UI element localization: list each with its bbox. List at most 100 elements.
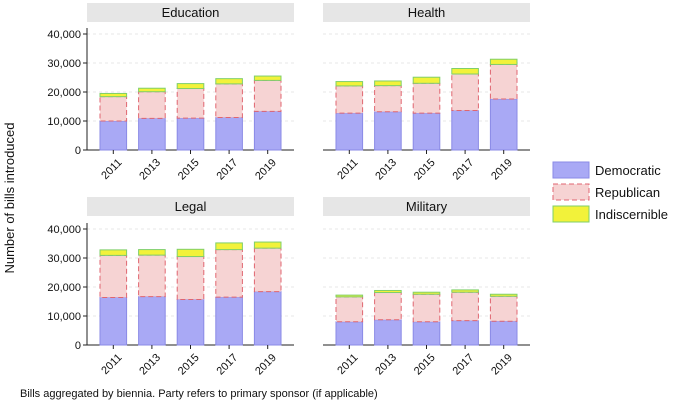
panel-title: Health <box>408 5 446 20</box>
x-tick-label: 2015 <box>176 157 202 183</box>
bar-republican-2013 <box>138 91 166 119</box>
bar-indiscernible-2017 <box>451 68 479 75</box>
bar-democratic-2019 <box>489 320 518 346</box>
bar-democratic-2019 <box>489 98 518 151</box>
y-tick-label: 30,000 <box>47 58 81 70</box>
bar-republican-2013 <box>374 85 402 113</box>
bar-democratic-2013 <box>374 111 402 151</box>
x-tick-label: 2011 <box>335 157 360 182</box>
bar-indiscernible-2011 <box>99 249 128 256</box>
x-tick-label: 2011 <box>99 352 124 377</box>
bar-democratic-2017 <box>215 117 243 151</box>
bar-republican-2017 <box>215 249 243 298</box>
bar-democratic-2017 <box>215 296 243 346</box>
y-tick-label: 10,000 <box>47 311 81 323</box>
y-tick-label: 20,000 <box>47 87 81 99</box>
x-tick-label: 2019 <box>253 352 279 378</box>
panel-strip <box>87 3 294 22</box>
bar-republican-2011 <box>335 296 364 323</box>
x-tick-label: 2017 <box>215 157 241 183</box>
bar-republican-2011 <box>99 254 128 298</box>
bar-democratic-2017 <box>451 320 479 346</box>
bar-republican-2015 <box>176 256 205 300</box>
x-tick-label: 2017 <box>451 352 477 378</box>
panel-title: Legal <box>175 199 207 214</box>
x-tick-label: 2015 <box>176 352 202 378</box>
bar-indiscernible-2011 <box>99 92 128 98</box>
bar-democratic-2011 <box>99 296 128 346</box>
bar-republican-2011 <box>335 85 364 114</box>
panel-strip <box>87 197 294 216</box>
y-axis-label: Number of bills introduced <box>2 122 17 273</box>
x-tick-label: 2019 <box>489 157 515 183</box>
bar-indiscernible-2017 <box>215 242 243 251</box>
legend-item-indiscernible: Indiscernible <box>552 205 668 223</box>
panel-strip <box>323 3 530 22</box>
bar-indiscernible-2013 <box>374 80 402 87</box>
bar-democratic-2019 <box>253 110 282 151</box>
y-tick-label: 0 <box>75 145 81 157</box>
legend-item-republican: Republican <box>552 183 660 201</box>
x-tick-label: 2017 <box>215 352 241 378</box>
panel-title: Military <box>406 199 448 214</box>
bar-indiscernible-2015 <box>412 291 441 295</box>
bar-republican-2017 <box>451 291 479 322</box>
bar-indiscernible-2015 <box>412 76 441 84</box>
x-tick-label: 2015 <box>412 352 438 378</box>
bar-democratic-2013 <box>138 117 166 151</box>
bar-republican-2015 <box>176 88 205 119</box>
legend-swatch <box>552 161 590 179</box>
panel-strip <box>323 197 530 216</box>
x-tick-label: 2017 <box>451 157 477 183</box>
bar-democratic-2011 <box>99 120 128 151</box>
panel-education: Education 0 10,000 20,000 30,000 40,000 2011 20… <box>47 3 294 183</box>
y-tick-label: 40,000 <box>47 29 81 41</box>
bar-indiscernible-2013 <box>138 249 166 256</box>
bar-republican-2019 <box>253 79 282 112</box>
bar-republican-2015 <box>412 293 441 323</box>
legend-swatch <box>552 183 590 201</box>
bar-democratic-2015 <box>176 298 205 346</box>
x-tick-label: 2011 <box>99 157 124 182</box>
bar-indiscernible-2017 <box>215 78 243 85</box>
bar-republican-2017 <box>215 83 243 119</box>
bar-republican-2013 <box>138 254 166 298</box>
x-tick-label: 2013 <box>373 352 399 378</box>
bar-indiscernible-2019 <box>489 293 518 297</box>
panel-health: Health 2011 2013 2015 2017 2019 <box>323 3 530 183</box>
bar-indiscernible-2015 <box>176 248 205 258</box>
x-tick-label: 2013 <box>137 352 163 378</box>
bar-democratic-2017 <box>451 110 479 151</box>
bar-indiscernible-2011 <box>335 294 364 298</box>
bar-democratic-2011 <box>335 321 364 346</box>
y-tick-label: 20,000 <box>47 282 81 294</box>
bar-democratic-2015 <box>412 112 441 151</box>
legend: Democratic Republican Indiscernible <box>552 161 668 223</box>
bar-democratic-2015 <box>176 117 205 151</box>
panels-group: Education 0 10,000 20,000 30,000 40,000 2011 20… <box>47 3 530 378</box>
bar-indiscernible-2015 <box>176 83 205 90</box>
bar-democratic-2011 <box>335 112 364 151</box>
bar-republican-2011 <box>99 96 128 122</box>
bar-indiscernible-2019 <box>489 58 518 65</box>
bar-republican-2019 <box>489 295 518 322</box>
bar-democratic-2015 <box>412 321 441 346</box>
legend-label: Republican <box>595 185 660 200</box>
bar-republican-2019 <box>489 63 518 100</box>
y-tick-label: 30,000 <box>47 253 81 265</box>
y-tick-label: 40,000 <box>47 224 81 236</box>
bar-indiscernible-2013 <box>138 87 166 93</box>
x-tick-label: 2019 <box>253 157 279 183</box>
bar-republican-2019 <box>253 247 282 293</box>
y-tick-label: 10,000 <box>47 116 81 128</box>
panel-legal: Legal 0 10,000 20,000 30,000 40,000 2011 2013 20… <box>47 197 294 378</box>
panel-military: Military 2011 2013 2015 2017 2019 <box>323 197 530 378</box>
x-tick-label: 2013 <box>373 157 399 183</box>
bar-republican-2013 <box>374 292 402 321</box>
x-tick-label: 2015 <box>412 157 438 183</box>
x-tick-label: 2013 <box>137 157 163 183</box>
legend-swatch <box>552 205 590 223</box>
bar-democratic-2019 <box>253 291 282 346</box>
bar-indiscernible-2011 <box>335 81 364 87</box>
